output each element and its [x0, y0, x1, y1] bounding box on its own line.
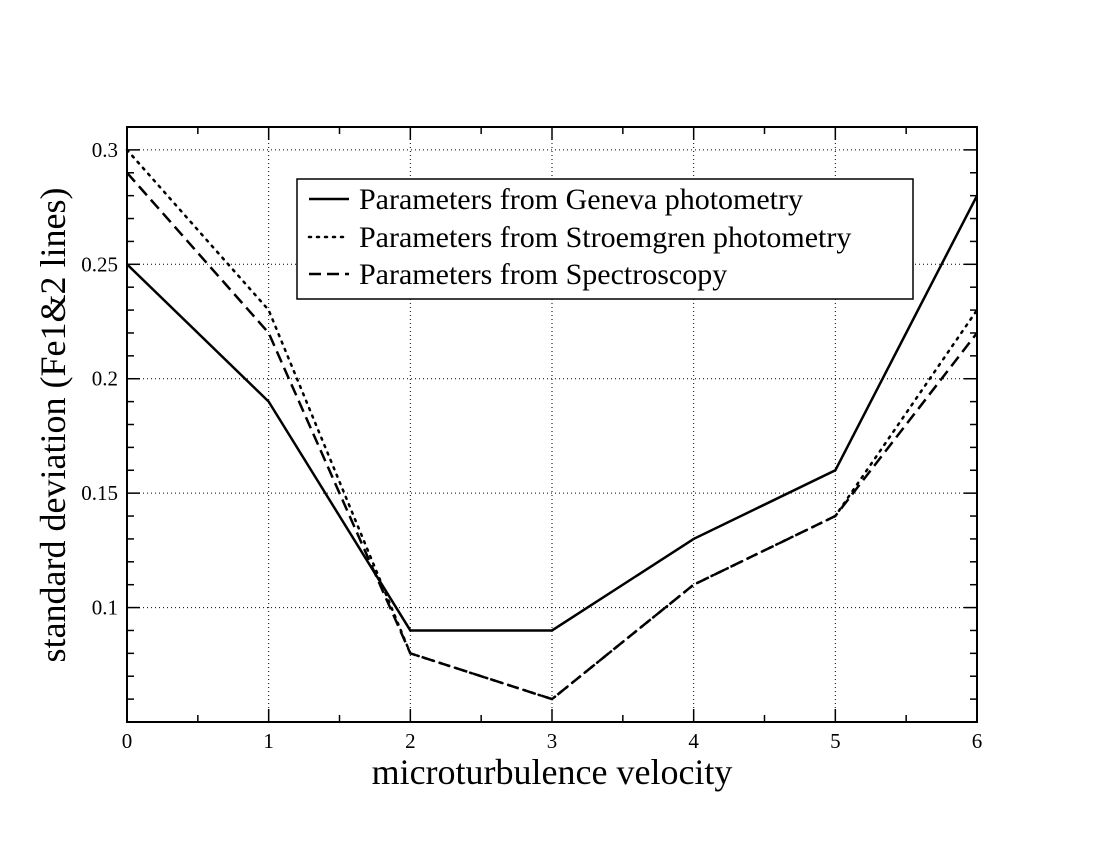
x-tick-label: 6: [972, 729, 983, 753]
legend-entry-stroemgren: Parameters from Stroemgren photometry: [359, 221, 851, 254]
series-line-dashed: [126, 171, 978, 701]
axis-ticks: [126, 126, 978, 722]
y-tick-label: 0.1: [92, 596, 118, 620]
y-tick-label: 0.15: [81, 481, 118, 505]
y-tick-label: 0.25: [81, 252, 118, 276]
legend: Parameters from Geneva photometry Parame…: [296, 178, 914, 300]
x-tick-label: 4: [688, 729, 699, 753]
x-tick-label: 5: [830, 729, 841, 753]
legend-entry-spectroscopy: Parameters from Spectroscopy: [359, 258, 727, 291]
y-axis-label: standard deviation (Fe1&2 lines): [33, 188, 73, 663]
tick-labels: 0 1 2 3 4 5 6 0.1 0.15 0.2 0.25 0.3: [81, 138, 982, 753]
legend-entry-geneva: Parameters from Geneva photometry: [359, 183, 803, 216]
x-tick-label: 2: [405, 729, 416, 753]
x-axis-label: microturbulence velocity: [372, 752, 733, 792]
series-line-solid: [126, 195, 979, 632]
y-tick-label: 0.3: [92, 138, 118, 162]
series-lines: [125, 148, 979, 701]
y-tick-label: 0.2: [92, 367, 118, 391]
legend-box: [296, 178, 914, 300]
x-tick-label: 3: [547, 729, 558, 753]
x-tick-label: 0: [122, 729, 133, 753]
x-tick-label: 1: [263, 729, 274, 753]
